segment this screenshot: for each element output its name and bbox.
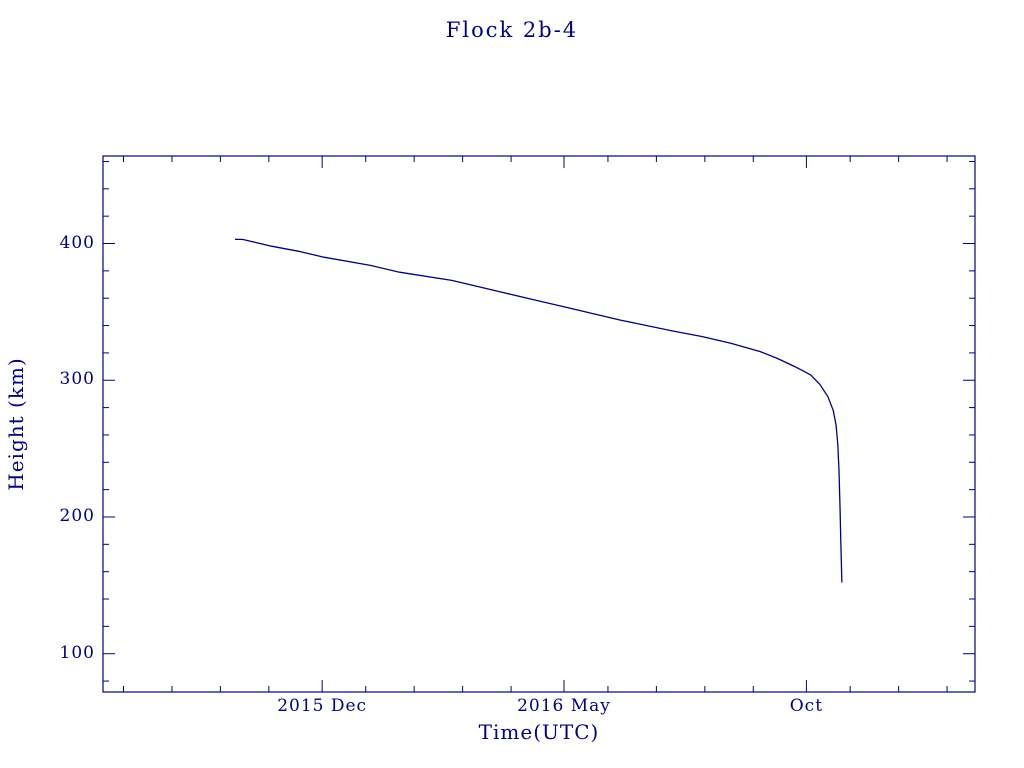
y-tick-label: 200 — [59, 505, 95, 526]
x-tick-label: 2015 Dec — [277, 696, 368, 716]
x-tick-label: 2016 May — [517, 696, 611, 716]
plot-frame — [102, 155, 976, 693]
x-axis-label: Time(UTC) — [478, 720, 600, 744]
height-decay-line — [235, 238, 843, 583]
x-tick-label: Oct — [789, 696, 824, 716]
y-tick-label: 400 — [59, 232, 95, 253]
y-tick-label: 300 — [59, 369, 95, 390]
y-tick-label: 100 — [59, 642, 95, 663]
chart-title: Flock 2b-4 — [445, 18, 579, 42]
